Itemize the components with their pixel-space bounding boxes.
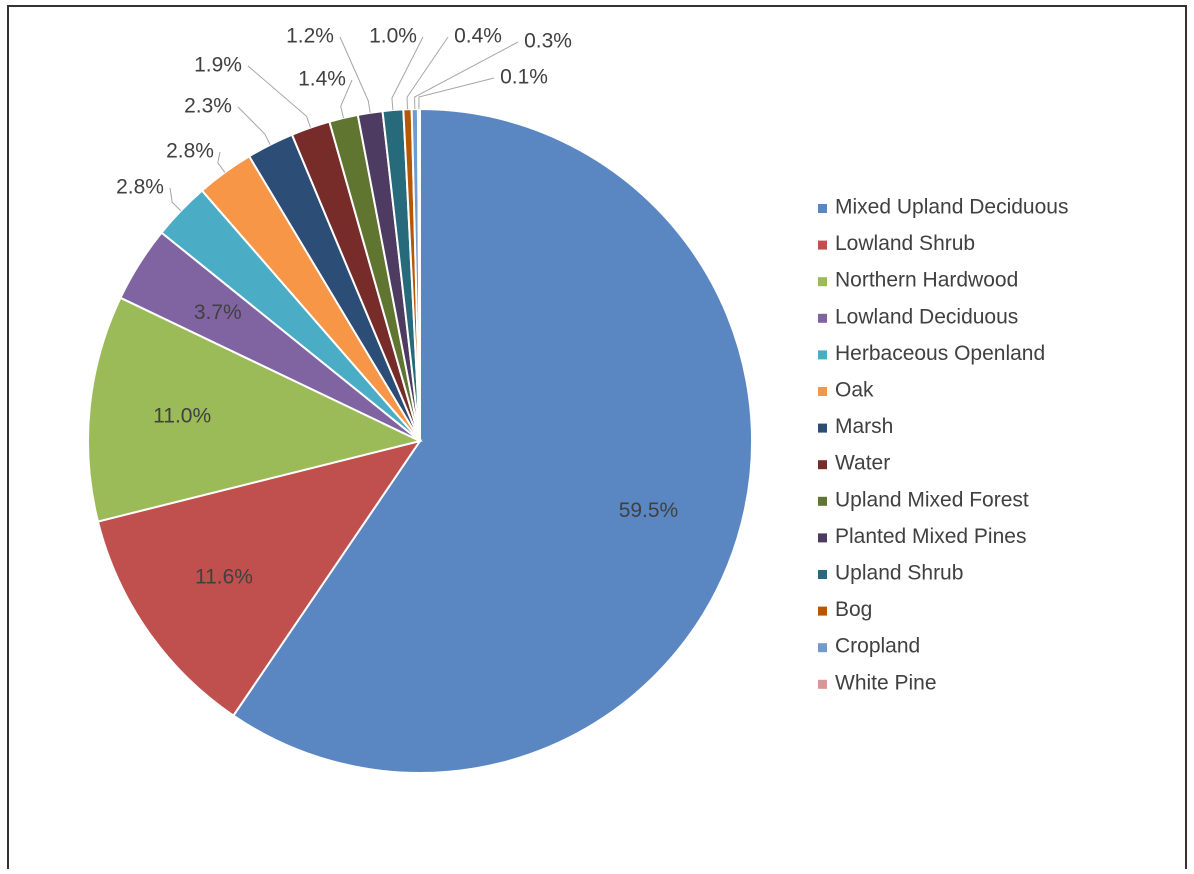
legend-swatch (818, 460, 827, 470)
data-label: 3.7% (194, 301, 242, 324)
data-label: 11.0% (153, 405, 211, 428)
data-label: 0.4% (454, 25, 502, 48)
legend-label: Herbaceous Openland (835, 342, 1045, 365)
legend-swatch (818, 387, 827, 396)
leader-line (391, 36, 424, 111)
leader-line (414, 41, 519, 110)
legend-swatch (818, 679, 827, 689)
legend-label: Lowland Deciduous (835, 305, 1018, 328)
legend-swatch (818, 496, 827, 506)
data-label: 1.4% (298, 68, 346, 91)
leader-line (340, 79, 353, 119)
leader-line (169, 187, 182, 212)
legend: Mixed Upland Deciduous Lowland Shrub North… (818, 196, 1068, 694)
labels: 59.5% 11.6% 11.0% 3.7% 2.8%2.8% 2.3% 1.9% 1.4% 1… (116, 25, 678, 589)
data-label: 1.9% (194, 54, 242, 77)
legend-label: Lowland Shrub (835, 232, 975, 255)
leader-line (406, 36, 449, 110)
leader-line (237, 106, 271, 145)
legend-label: Bog (835, 598, 872, 621)
data-label: 1.0% (369, 25, 417, 48)
data-label: 2.8% (116, 176, 164, 199)
legend-swatch (818, 643, 827, 653)
legend-swatch (818, 313, 827, 323)
leader-line (247, 65, 311, 128)
pie (87, 107, 753, 774)
legend-label: Upland Mixed Forest (835, 488, 1029, 511)
legend-label: White Pine (835, 671, 937, 694)
legend-swatch (818, 204, 827, 213)
data-label: 11.6% (195, 565, 253, 588)
pie-slice (87, 296, 423, 523)
leader-line (217, 151, 226, 173)
data-label: 2.3% (184, 95, 232, 118)
data-label: 0.3% (524, 30, 572, 53)
leader-line (339, 36, 371, 113)
pie-slice (416, 107, 421, 442)
legend-label: Northern Hardwood (835, 269, 1018, 292)
legend-swatch (818, 240, 827, 250)
legend-label: Upland Shrub (835, 562, 963, 585)
legend-swatch (818, 533, 827, 543)
data-label: 0.1% (500, 66, 548, 89)
legend-label: Planted Mixed Pines (835, 525, 1026, 548)
legend-label: Mixed Upland Deciduous (835, 196, 1068, 219)
data-label: 2.8% (166, 140, 214, 163)
legend-label: Water (835, 452, 890, 475)
pie-slice (231, 107, 753, 774)
pie-slice (96, 439, 423, 717)
legend-label: Marsh (835, 415, 893, 438)
legend-swatch (818, 423, 827, 433)
legend-label: Cropland (835, 635, 920, 658)
data-label: 59.5% (619, 499, 679, 522)
legend-swatch (818, 606, 827, 616)
legend-label: Oak (835, 379, 874, 402)
legend-swatch (818, 350, 827, 360)
data-label: 1.2% (286, 25, 334, 48)
leader-line (418, 77, 495, 110)
legend-swatch (818, 277, 827, 287)
legend-swatch (818, 570, 827, 579)
